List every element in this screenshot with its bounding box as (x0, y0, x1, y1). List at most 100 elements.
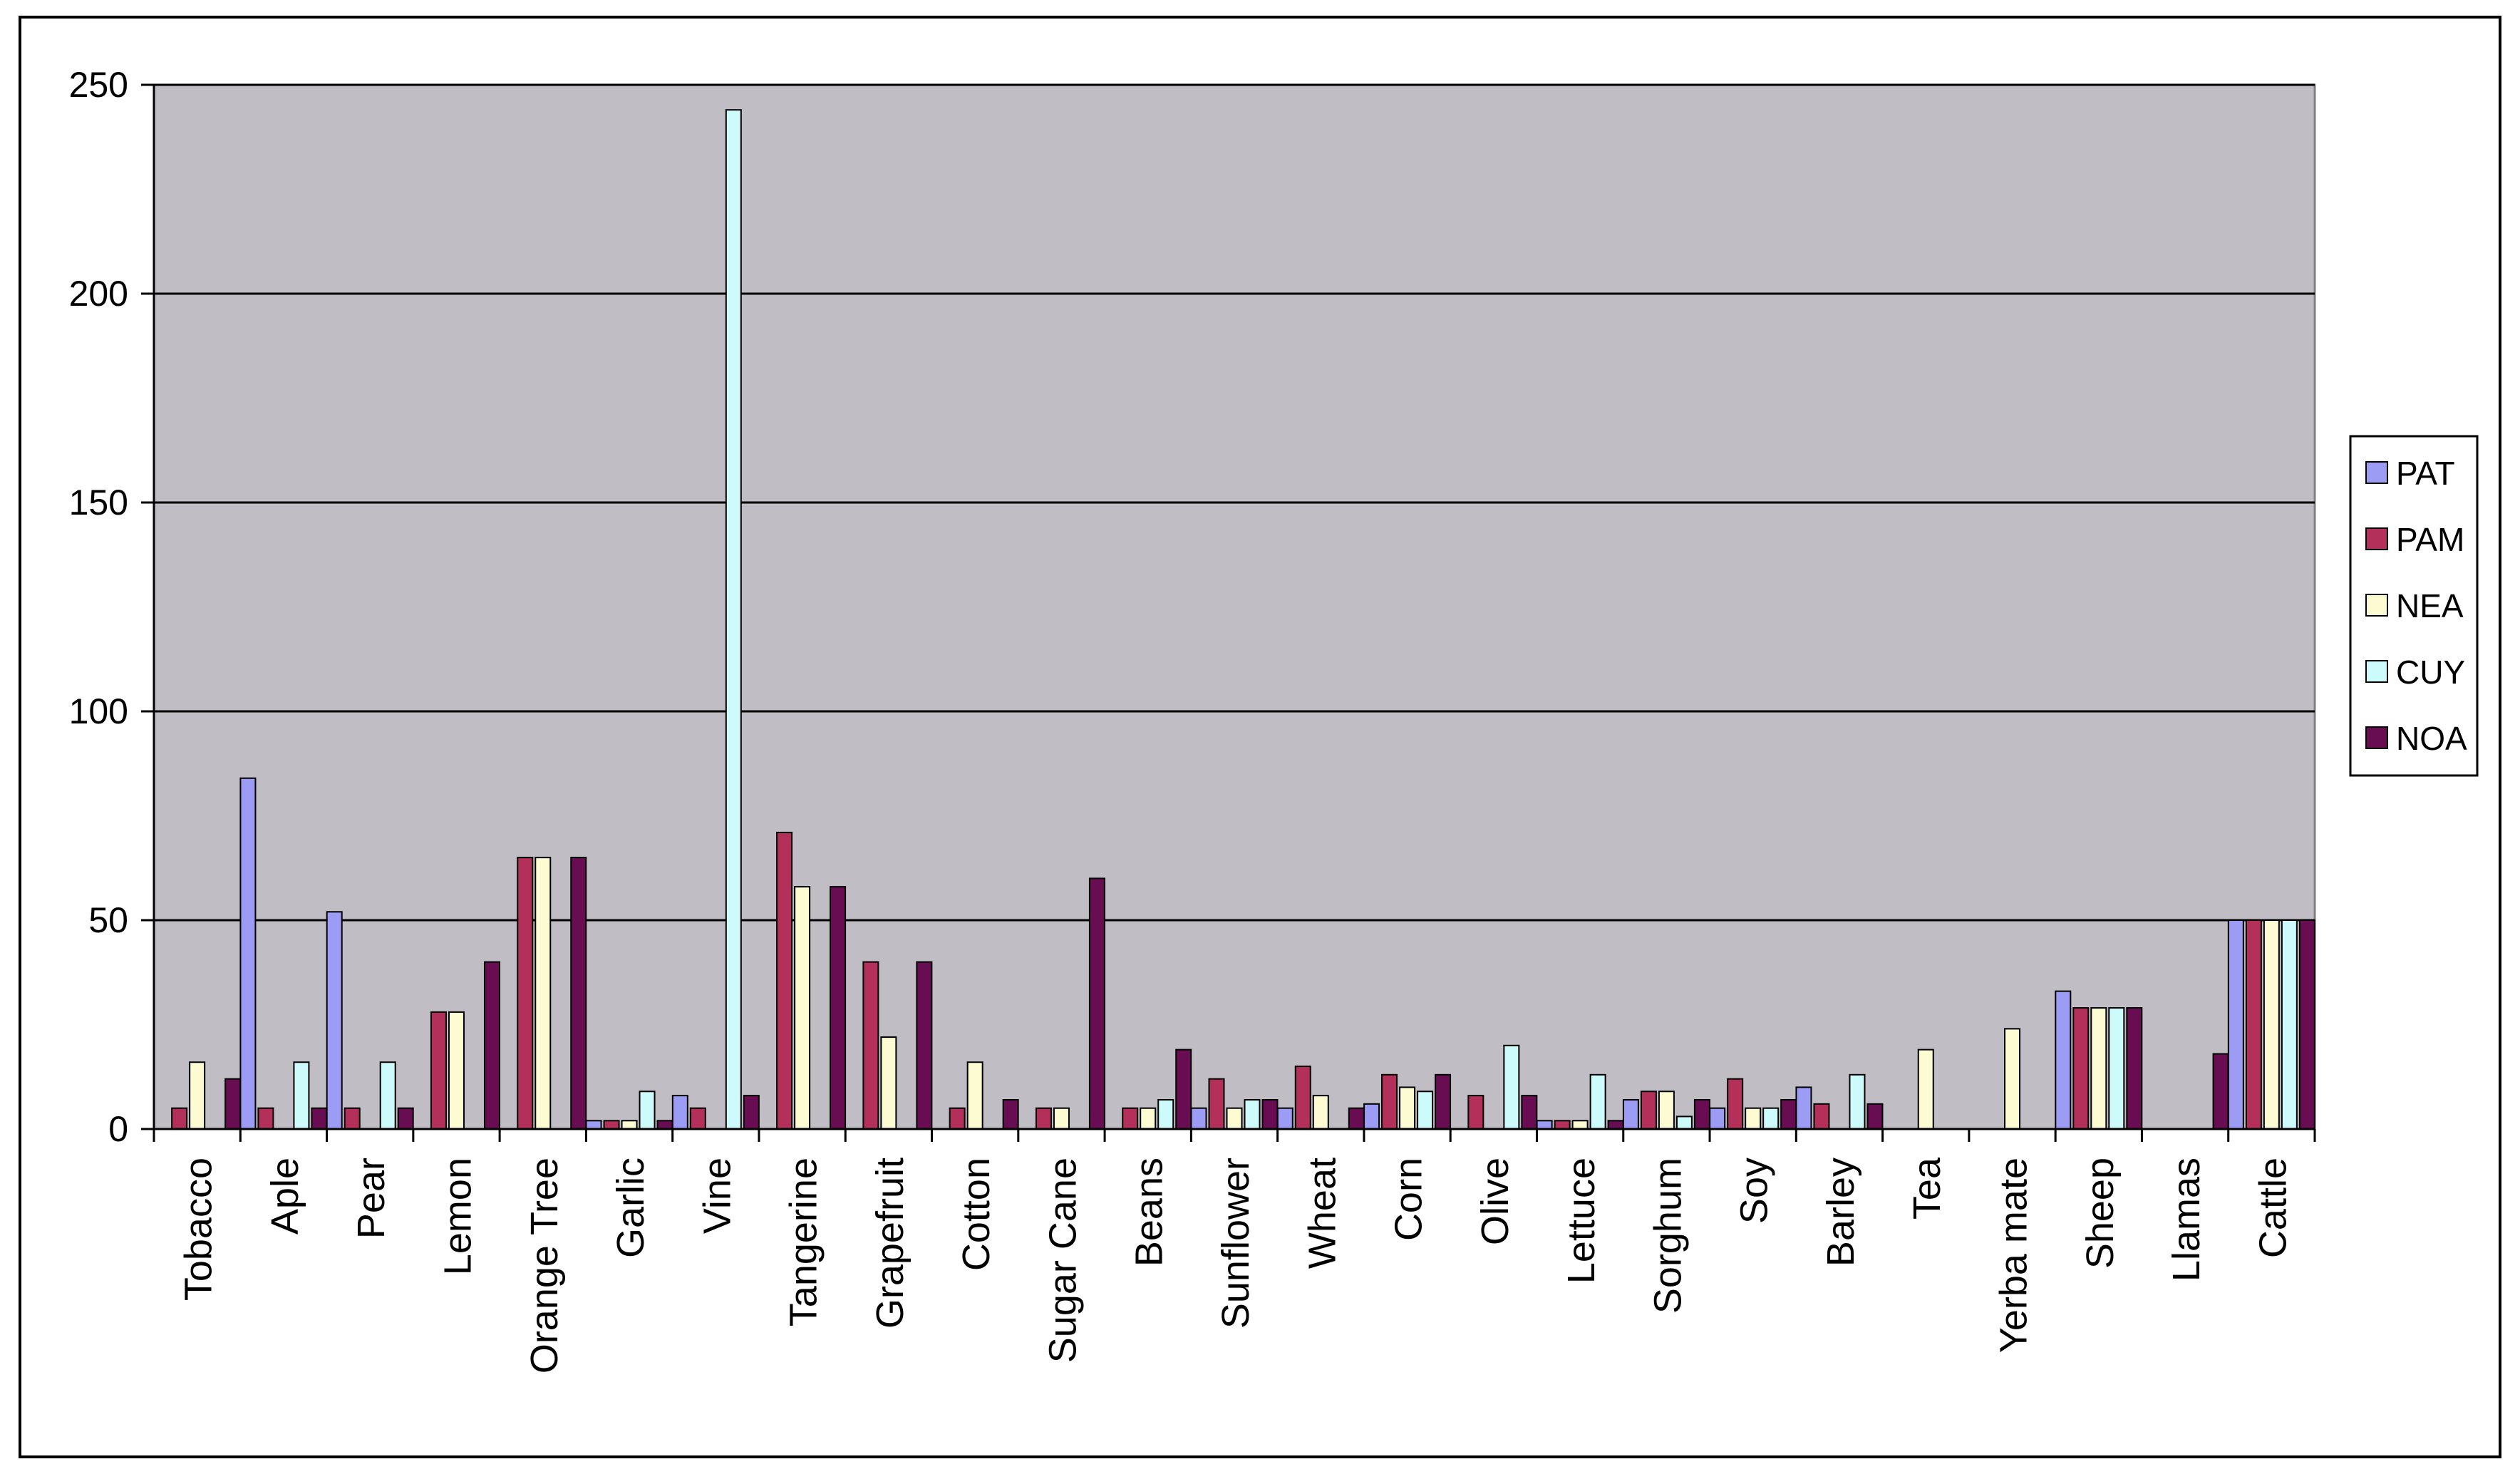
x-category-label: Sorghum (1646, 1158, 1689, 1314)
bar-pat-wheat (1276, 1107, 1293, 1130)
x-category-label: Sunflower (1214, 1158, 1257, 1329)
bar-pat-garlic (585, 1120, 602, 1130)
bar-pam-sorghum (1640, 1091, 1657, 1130)
bar-pam-lemon (430, 1011, 447, 1130)
bar-cuy-soy (1762, 1107, 1780, 1130)
x-category-label: Tea (1906, 1157, 1948, 1220)
bar-noa-tangerine (830, 886, 847, 1130)
bar-pam-lettuce (1554, 1120, 1571, 1130)
y-tick-label: 0 (108, 1109, 128, 1149)
bar-nea-lemon (448, 1011, 465, 1130)
bar-pam-sunflower (1208, 1078, 1225, 1130)
bar-pam-orange-tree (517, 857, 534, 1130)
axes (141, 83, 2316, 1142)
bar-pam-aple (257, 1107, 274, 1130)
bar-pam-grapefruit (862, 961, 879, 1130)
x-category-label: Sugar Cane (1041, 1158, 1084, 1363)
x-category-label: Aple (264, 1158, 306, 1235)
bar-nea-tobacco (189, 1061, 206, 1130)
bar-noa-cotton (1002, 1098, 1019, 1130)
bar-noa-olive (1521, 1095, 1538, 1130)
bar-pam-barley (1813, 1103, 1830, 1130)
bar-cuy-sunflower (1244, 1098, 1261, 1130)
bar-noa-sheep (2126, 1007, 2143, 1130)
bar-cuy-vine (725, 109, 742, 1130)
bar-nea-wheat (1312, 1095, 1329, 1130)
bar-noa-sugar-cane (1088, 877, 1105, 1130)
bar-cuy-cattle (2281, 919, 2298, 1130)
bar-pam-tangerine (776, 831, 793, 1130)
x-category-label: Corn (1388, 1158, 1430, 1241)
x-category-label: Llamas (2165, 1158, 2208, 1282)
x-category-label: Soy (1733, 1158, 1776, 1224)
y-axis-ticks: 0 50 100 150 200 250 (69, 65, 128, 1149)
x-axis-labels: Tobacco Aple Pear Lemon Orange Tree Garlic Vin… (177, 1157, 2295, 1374)
bar-pam-wheat (1294, 1066, 1311, 1130)
bar-nea-yerba-mate (2004, 1028, 2021, 1130)
x-category-label: Barley (1819, 1158, 1862, 1267)
bar-cuy-garlic (639, 1091, 656, 1130)
x-category-label: Vine (696, 1158, 738, 1234)
bar-nea-beans (1140, 1107, 1157, 1130)
bar-cuy-beans (1157, 1098, 1174, 1130)
legend-label-noa: NOA (2396, 720, 2467, 757)
bar-cuy-olive (1503, 1044, 1520, 1130)
bar-nea-cotton (966, 1061, 983, 1130)
bar-noa-vine (743, 1095, 760, 1130)
bar-pat-corn (1363, 1103, 1380, 1130)
x-category-label: Orange Tree (523, 1158, 566, 1374)
bar-pam-beans (1122, 1107, 1139, 1130)
legend-swatch-pam (2365, 527, 2388, 550)
x-category-label: Yerba mate (1993, 1158, 2035, 1353)
x-category-label: Tangerine (783, 1158, 825, 1326)
bar-noa-soy (1780, 1098, 1797, 1130)
legend-label-pat: PAT (2396, 455, 2455, 492)
bar-noa-barley (1866, 1103, 1884, 1130)
legend-swatch-noa (2365, 726, 2388, 749)
bar-cuy-sorghum (1675, 1115, 1693, 1130)
y-tick-label: 150 (69, 483, 128, 522)
bar-pam-sugar-cane (1035, 1107, 1052, 1130)
bar-noa-grapefruit (916, 961, 933, 1130)
bar-pat-aple (239, 777, 257, 1130)
x-category-label: Lettuce (1560, 1158, 1603, 1284)
bar-noa-lemon (483, 961, 500, 1130)
bar-cuy-barley (1849, 1073, 1866, 1130)
bar-pam-pear (344, 1107, 361, 1130)
gridlines (154, 83, 2315, 922)
bar-nea-tangerine (794, 886, 811, 1130)
x-category-label: Pear (350, 1158, 393, 1239)
x-category-label: Lemon (436, 1158, 479, 1275)
bar-pat-sheep (2055, 990, 2072, 1130)
bar-nea-sugar-cane (1053, 1107, 1070, 1130)
bar-pat-lettuce (1536, 1120, 1553, 1130)
bar-nea-tea (1917, 1048, 1934, 1130)
bar-nea-cattle (2263, 919, 2280, 1130)
bar-pat-sunflower (1190, 1107, 1207, 1130)
legend: PAT PAM NEA CUY NOA (2349, 435, 2479, 777)
bar-cuy-lettuce (1589, 1073, 1606, 1130)
bar-noa-orange-tree (570, 857, 587, 1130)
bar-cuy-sheep (2108, 1007, 2125, 1130)
bar-nea-sheep (2090, 1007, 2107, 1130)
bar-noa-lettuce (1607, 1120, 1624, 1130)
x-category-label: Garlic (609, 1158, 652, 1258)
x-category-label: Cotton (955, 1158, 998, 1271)
x-category-label: Wheat (1301, 1158, 1343, 1269)
y-tick-label: 50 (88, 900, 128, 940)
bar-noa-beans (1175, 1048, 1192, 1130)
bar-noa-pear (397, 1107, 414, 1130)
bar-noa-cattle (2298, 919, 2315, 1130)
legend-label-cuy: CUY (2396, 654, 2465, 691)
bar-noa-corn (1435, 1073, 1452, 1130)
legend-label-nea: NEA (2396, 587, 2464, 624)
y-tick-label: 250 (69, 65, 128, 105)
y-tick-label: 100 (69, 691, 128, 731)
x-category-label: Tobacco (177, 1158, 220, 1301)
bar-pam-corn (1381, 1073, 1398, 1130)
bar-nea-corn (1399, 1086, 1416, 1130)
bar-noa-tobacco (224, 1078, 242, 1130)
bar-nea-sunflower (1226, 1107, 1243, 1130)
x-category-label: Grapefruit (869, 1158, 912, 1329)
